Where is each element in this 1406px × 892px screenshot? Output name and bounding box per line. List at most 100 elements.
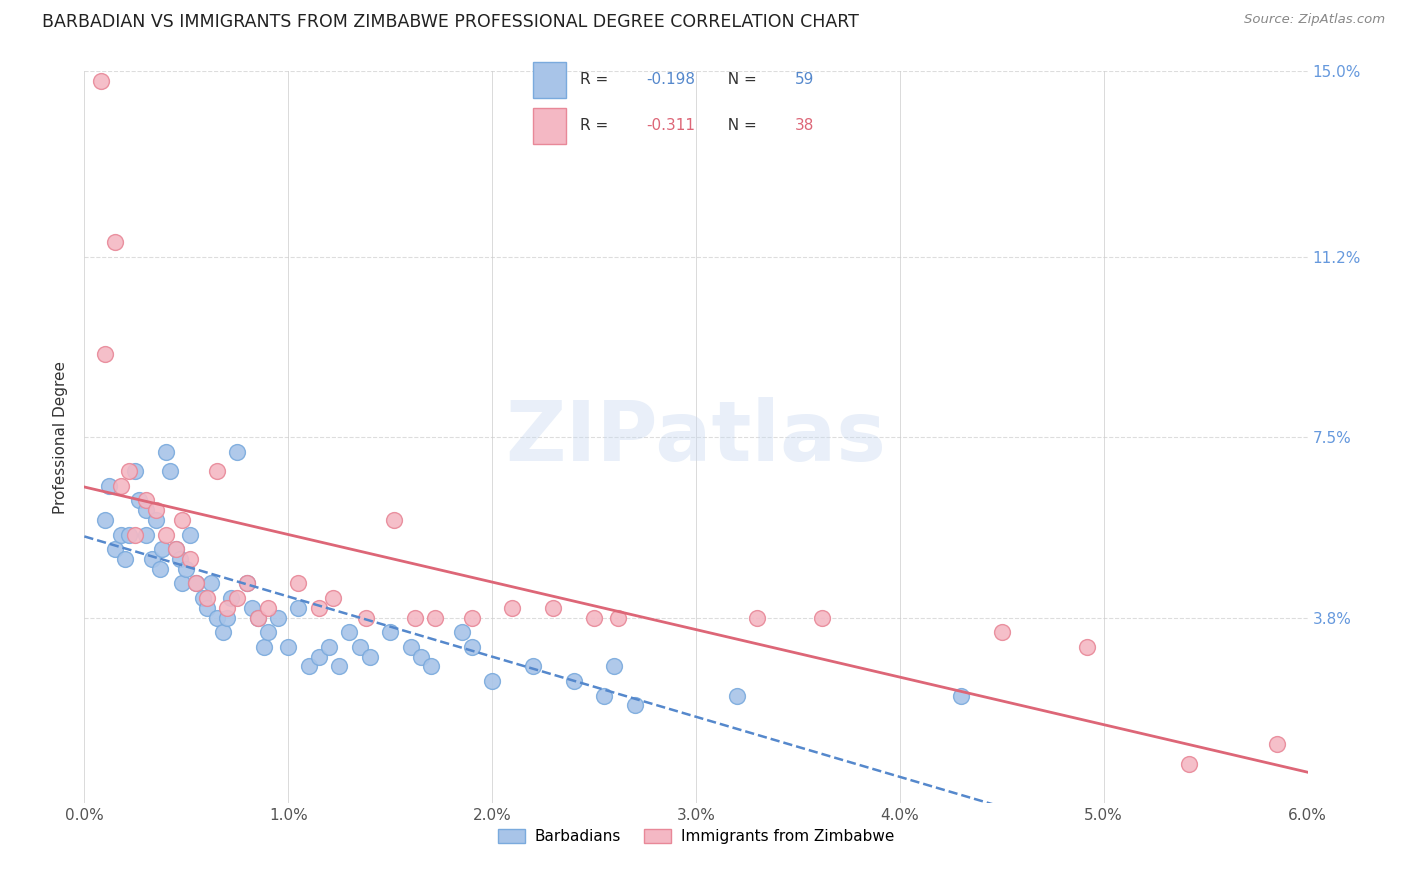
Point <box>104 542 127 557</box>
Point <box>287 576 309 591</box>
Point <box>950 689 973 703</box>
Point <box>624 698 647 713</box>
Text: R =: R = <box>579 72 613 87</box>
Point <box>607 610 630 624</box>
Point <box>349 640 371 654</box>
Point <box>212 625 235 640</box>
Point <box>118 527 141 541</box>
Point <box>195 600 218 615</box>
Point <box>90 74 112 88</box>
Point <box>155 527 177 541</box>
Point <box>461 640 484 654</box>
Point <box>217 610 239 624</box>
Point <box>186 576 208 591</box>
Point <box>169 552 191 566</box>
Point <box>93 513 115 527</box>
Point <box>991 625 1014 640</box>
Point <box>246 610 269 624</box>
Point <box>811 610 834 624</box>
Point <box>382 513 405 527</box>
Point <box>450 625 472 640</box>
Point <box>179 527 201 541</box>
FancyBboxPatch shape <box>533 108 567 144</box>
Point <box>135 503 157 517</box>
Text: N =: N = <box>718 72 762 87</box>
Point <box>502 600 524 615</box>
Point <box>186 576 208 591</box>
Point <box>277 640 299 654</box>
Point <box>226 591 249 605</box>
Point <box>236 576 259 591</box>
Text: 38: 38 <box>794 119 814 134</box>
Point <box>165 542 187 557</box>
Point <box>747 610 769 624</box>
Point <box>603 659 626 673</box>
Point <box>583 610 606 624</box>
Text: -0.198: -0.198 <box>645 72 695 87</box>
Text: -0.311: -0.311 <box>645 119 695 134</box>
Point <box>354 610 377 624</box>
Point <box>110 527 132 541</box>
Point <box>461 610 484 624</box>
Point <box>93 347 115 361</box>
Point <box>219 591 242 605</box>
Point <box>522 659 544 673</box>
Point <box>328 659 350 673</box>
Point <box>308 649 330 664</box>
Point <box>155 444 177 458</box>
Point <box>145 503 167 517</box>
Point <box>399 640 422 654</box>
Text: R =: R = <box>579 119 613 134</box>
Point <box>257 600 280 615</box>
Point <box>191 591 214 605</box>
Point <box>226 444 249 458</box>
Point <box>110 479 132 493</box>
Point <box>145 513 167 527</box>
Point <box>1076 640 1098 654</box>
Point <box>150 542 173 557</box>
Text: Source: ZipAtlas.com: Source: ZipAtlas.com <box>1244 13 1385 27</box>
Point <box>141 552 163 566</box>
Point <box>308 600 330 615</box>
Point <box>205 610 228 624</box>
Point <box>298 659 321 673</box>
Point <box>267 610 290 624</box>
Text: 59: 59 <box>794 72 814 87</box>
Point <box>562 673 585 688</box>
Point <box>124 527 146 541</box>
Point <box>172 513 194 527</box>
Point <box>149 562 172 576</box>
Point <box>322 591 344 605</box>
FancyBboxPatch shape <box>533 62 567 98</box>
Text: N =: N = <box>718 119 762 134</box>
Point <box>380 625 402 640</box>
Point <box>246 610 269 624</box>
Point <box>240 600 263 615</box>
Point <box>359 649 381 664</box>
Point <box>409 649 432 664</box>
Point <box>236 576 259 591</box>
Point <box>253 640 276 654</box>
Point <box>339 625 361 640</box>
Point <box>420 659 443 673</box>
Point <box>179 552 201 566</box>
Point <box>114 552 136 566</box>
Text: ZIPatlas: ZIPatlas <box>506 397 886 477</box>
Point <box>118 464 141 478</box>
Point <box>124 464 146 478</box>
Point <box>217 600 239 615</box>
Point <box>725 689 748 703</box>
Point <box>195 591 218 605</box>
Point <box>135 527 157 541</box>
Point <box>287 600 309 615</box>
Point <box>593 689 616 703</box>
Point <box>104 235 127 249</box>
Point <box>543 600 565 615</box>
Point <box>128 493 150 508</box>
Point <box>97 479 120 493</box>
Point <box>481 673 503 688</box>
Point <box>1178 756 1201 771</box>
Point <box>1265 737 1288 751</box>
Point <box>172 576 194 591</box>
Point <box>257 625 280 640</box>
